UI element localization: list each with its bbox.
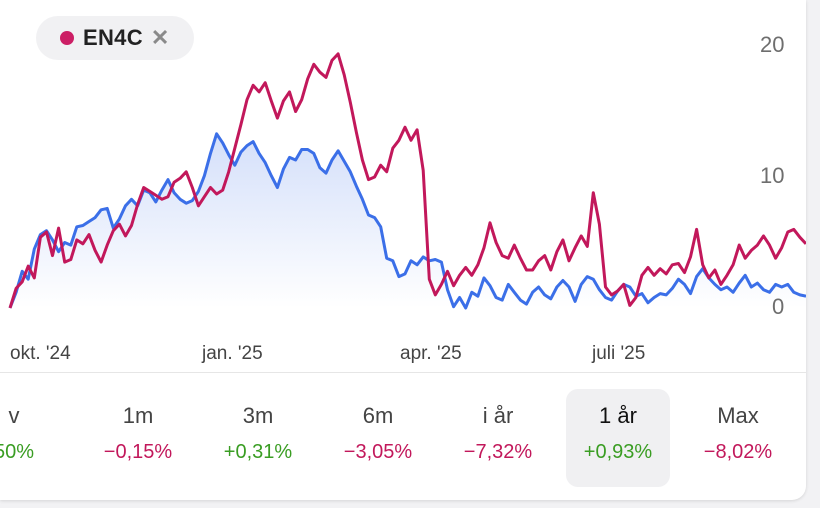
y-tick-10: 10 bbox=[760, 163, 784, 188]
tab-change: −0,15% bbox=[103, 441, 173, 463]
close-icon[interactable]: ✕ bbox=[150, 25, 170, 50]
series-color-dot bbox=[60, 31, 74, 45]
price-chart: 20 10 0 okt. '24 jan. '25 apr. '25 juli … bbox=[8, 32, 806, 364]
y-tick-20: 20 bbox=[760, 32, 784, 57]
x-tick-apr: apr. '25 bbox=[400, 343, 462, 364]
chart-card: 20 10 0 okt. '24 jan. '25 apr. '25 juli … bbox=[0, 0, 806, 500]
tab-1w[interactable]: v 50% bbox=[0, 389, 66, 487]
tab-label: v bbox=[8, 403, 20, 428]
tab-label: 3m bbox=[242, 403, 274, 428]
tab-change: −7,32% bbox=[463, 441, 533, 463]
tab-ytd[interactable]: i år −7,32% bbox=[446, 389, 550, 487]
tab-6m[interactable]: 6m −3,05% bbox=[326, 389, 430, 487]
x-tick-jan: jan. '25 bbox=[201, 343, 263, 364]
tab-label: Max bbox=[717, 403, 759, 428]
tab-max[interactable]: Max −8,02% bbox=[686, 389, 790, 487]
x-tick-juli: juli '25 bbox=[591, 343, 645, 364]
y-tick-0: 0 bbox=[772, 294, 784, 319]
tab-1m[interactable]: 1m −0,15% bbox=[86, 389, 190, 487]
tab-label: 6m bbox=[362, 403, 394, 428]
tab-change: −3,05% bbox=[343, 441, 413, 463]
tab-change: 50% bbox=[0, 441, 35, 463]
series-line-pink bbox=[8, 52, 806, 309]
series-area bbox=[10, 133, 806, 308]
tab-label: 1 år bbox=[599, 403, 637, 428]
tab-change: +0,93% bbox=[583, 441, 653, 463]
chip-label: EN4C bbox=[83, 25, 143, 50]
period-tabs: v 50% 1m −0,15% 3m +0,31% 6m −3,05% i år… bbox=[0, 372, 806, 500]
tab-change: −8,02% bbox=[703, 441, 773, 463]
tab-3m[interactable]: 3m +0,31% bbox=[206, 389, 310, 487]
tab-label: 1m bbox=[122, 403, 154, 428]
tab-1y[interactable]: 1 år +0,93% bbox=[566, 389, 670, 487]
x-tick-okt: okt. '24 bbox=[10, 343, 71, 364]
instrument-chip[interactable]: EN4C ✕ bbox=[36, 16, 194, 60]
tab-change: +0,31% bbox=[223, 441, 293, 463]
tab-label: i år bbox=[482, 403, 514, 428]
